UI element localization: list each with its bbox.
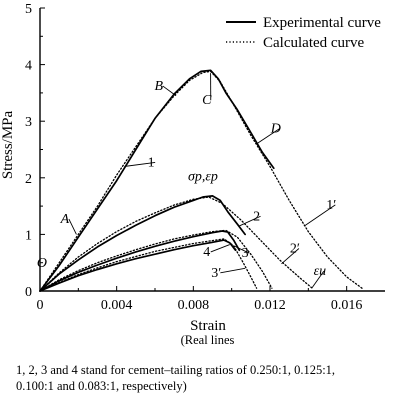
annotation-label: 1 xyxy=(148,155,155,170)
annotation-label: 1′ xyxy=(326,198,336,213)
annotation-label: 3′ xyxy=(211,266,221,281)
experimental-curve xyxy=(39,69,275,292)
y-tick-label: 0 xyxy=(25,285,32,300)
x-tick-label: 0.012 xyxy=(254,298,286,313)
y-tick-label: 4 xyxy=(25,59,32,74)
legend-label: Calculated curve xyxy=(263,35,365,51)
curves xyxy=(39,69,363,292)
leader-line xyxy=(281,248,300,265)
annotation-label: 4 xyxy=(203,245,210,260)
ticks: 0 0.004 0.008 0.012 0.016 1 2 3 4 5 0 xyxy=(25,2,362,313)
leader-line xyxy=(162,85,177,97)
annotation-label: 2′ xyxy=(290,242,300,257)
annotation-label: 3 xyxy=(242,246,249,261)
annotation-label: O xyxy=(37,256,47,271)
leader-line xyxy=(239,215,261,227)
annotation-label: C xyxy=(202,93,212,108)
experimental-curve xyxy=(39,195,246,292)
x-tick-label: 0.008 xyxy=(178,298,210,313)
annotation-label: D xyxy=(270,122,281,137)
leader-line xyxy=(233,245,250,254)
y-tick-label: 2 xyxy=(25,172,32,187)
x-tick-label: 0.004 xyxy=(101,298,133,313)
calculated-curve xyxy=(39,70,363,292)
x-tick-label: 0.016 xyxy=(331,298,363,313)
annotation-label: B xyxy=(155,79,164,94)
annotation-label: 2 xyxy=(253,209,260,224)
leader-line xyxy=(256,128,280,145)
leader-line xyxy=(220,267,246,274)
annotation-label: A xyxy=(60,212,70,227)
annotation-label: σp,εp xyxy=(188,170,218,185)
x-tick-label: 0 xyxy=(37,298,44,313)
caption-line-1: 1, 2, 3 and 4 stand for cement–tailing r… xyxy=(16,363,336,377)
leader-line xyxy=(311,270,325,288)
y-tick-label: 5 xyxy=(25,2,32,17)
y-axis-label: Stress/MPa xyxy=(0,110,16,179)
experimental-curve xyxy=(39,230,241,292)
y-tick-label: 3 xyxy=(25,115,32,130)
y-tick-label: 1 xyxy=(25,228,32,243)
leader-line xyxy=(68,218,77,235)
calculated-curve xyxy=(39,229,273,292)
leader-line xyxy=(304,204,336,227)
calculated-curve xyxy=(39,238,258,292)
annotations: A B C D O 1 1′ 2 2′ 3 3′4 σp,εp εu xyxy=(37,73,336,288)
legend-label: Experimental curve xyxy=(263,15,381,31)
chart-note: (Real lines xyxy=(180,333,235,347)
annotation-label: εu xyxy=(314,264,327,279)
caption-line-2: 0.100:1 and 0.083:1, respectively) xyxy=(16,379,187,393)
calculated-curve xyxy=(39,196,313,292)
leader-line xyxy=(124,162,156,167)
leader-line xyxy=(210,244,230,253)
legend: Experimental curve Calculated curve xyxy=(226,15,381,51)
x-axis-label: Strain xyxy=(190,318,226,334)
experimental-curve xyxy=(39,239,237,292)
